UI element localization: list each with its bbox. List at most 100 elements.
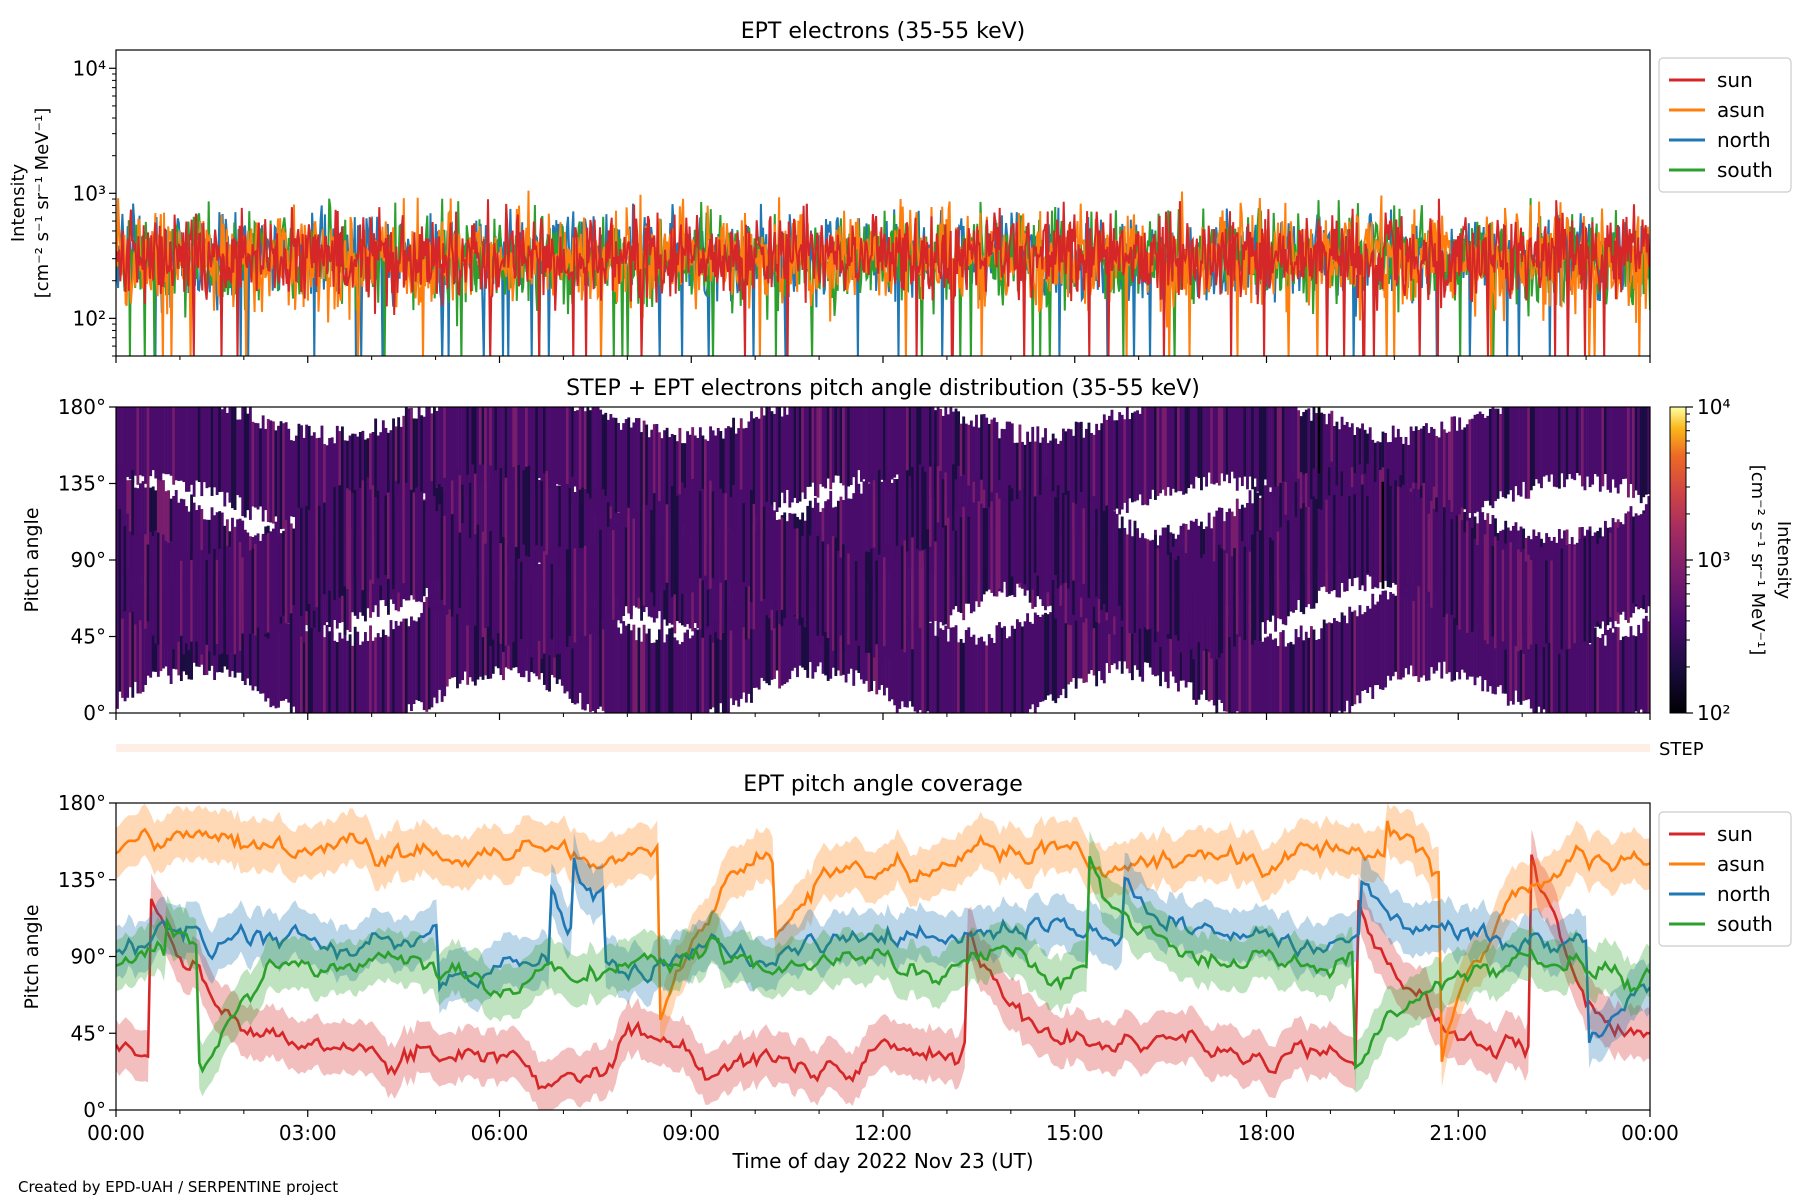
pad-cell xyxy=(752,503,756,591)
pad-cell xyxy=(1038,442,1042,525)
pad-cell xyxy=(1598,407,1602,492)
pad-cell xyxy=(578,489,582,582)
pad-cell xyxy=(394,426,398,509)
pad-cell xyxy=(744,427,748,513)
pad-cell xyxy=(433,601,436,698)
pad-cell xyxy=(1302,503,1306,615)
pad-cell xyxy=(581,407,585,504)
pad-cell xyxy=(1373,481,1377,588)
pad-cell xyxy=(248,594,252,686)
pad-cell xyxy=(522,407,526,472)
pad-cell xyxy=(1100,423,1104,519)
pad-cell xyxy=(192,502,196,601)
pad-cell xyxy=(1161,541,1165,644)
pad-cell xyxy=(1026,431,1030,534)
pad-cell xyxy=(1573,407,1577,481)
pad-cell xyxy=(1074,504,1078,582)
pad-cell xyxy=(558,485,562,569)
pad-cell xyxy=(913,554,917,630)
pad-cell xyxy=(1478,538,1482,631)
pad-cell xyxy=(839,407,843,484)
pad-cell xyxy=(865,407,868,486)
pad-cell xyxy=(507,547,511,646)
pad-cell xyxy=(916,407,920,482)
pad-cell xyxy=(637,519,641,598)
pad-cell xyxy=(1580,542,1584,640)
pad-cell xyxy=(453,407,457,495)
pad-cell xyxy=(1647,407,1650,495)
pad-cell xyxy=(903,407,907,483)
pad-cell xyxy=(1136,410,1139,501)
pad-cell xyxy=(1432,572,1436,674)
pad-cell xyxy=(750,411,753,525)
pad-cell xyxy=(302,621,306,713)
pad-cell xyxy=(1228,508,1232,607)
pad-cell xyxy=(1051,491,1055,581)
pad-cell xyxy=(1033,441,1037,526)
pad-cell xyxy=(1637,624,1641,713)
pad-cell xyxy=(678,427,682,539)
pad-cell xyxy=(542,551,546,654)
pad-cell xyxy=(310,506,314,605)
pad-cell xyxy=(952,464,955,576)
pad-colorbar-label-line2: [cm⁻² s⁻¹ sr⁻¹ MeV⁻¹] xyxy=(1747,465,1768,656)
pad-cell xyxy=(287,623,291,703)
pad-cell xyxy=(1008,491,1012,589)
pad-cell xyxy=(422,602,426,711)
coverage-legend-label-north: north xyxy=(1717,882,1771,906)
pad-cell xyxy=(1258,407,1262,496)
pad-cell xyxy=(123,466,127,579)
pad-cell xyxy=(1151,407,1155,490)
coverage-band-sun xyxy=(116,829,1650,1110)
pad-cell xyxy=(568,591,572,699)
pad-cell xyxy=(778,407,782,508)
pad-cell xyxy=(1013,499,1017,577)
pad-cell xyxy=(312,621,316,713)
pad-cell xyxy=(1212,612,1216,706)
pad-cell xyxy=(141,584,145,692)
pad-cell xyxy=(1289,407,1293,506)
pad-cell xyxy=(169,407,173,476)
pad-cell xyxy=(1468,580,1472,677)
pad-cell xyxy=(1169,407,1173,496)
pad-cell xyxy=(673,435,677,532)
pad-cell xyxy=(1481,545,1485,626)
pad-cell xyxy=(652,642,656,713)
pad-cell xyxy=(1240,541,1244,648)
pad-cell xyxy=(727,604,730,713)
pad-cell xyxy=(550,407,554,488)
pad-cell xyxy=(1302,640,1306,713)
pad-cell xyxy=(169,541,173,648)
pad-cell xyxy=(463,407,467,495)
pad-cell xyxy=(328,631,332,713)
pad-cell xyxy=(824,407,828,489)
pad-cell xyxy=(1463,427,1467,510)
intensity-legend-label-sun: sun xyxy=(1717,68,1753,92)
pad-cell xyxy=(888,479,891,567)
pad-cell xyxy=(1476,413,1480,512)
pad-cell xyxy=(530,464,534,575)
pad-cell xyxy=(696,438,700,528)
pad-cell xyxy=(282,423,286,529)
pad-cell xyxy=(875,479,879,575)
pad-cell xyxy=(394,480,398,594)
pad-cell xyxy=(857,407,861,471)
pad-cell xyxy=(1555,625,1559,713)
pad-cell xyxy=(374,637,378,713)
pad-cell xyxy=(944,407,948,509)
pad-cell xyxy=(839,496,843,588)
pad-cell xyxy=(1261,407,1265,493)
pad-cell xyxy=(231,407,234,509)
pad-cell xyxy=(1312,407,1316,514)
pad-cell xyxy=(1044,612,1047,700)
pad-cell xyxy=(144,534,147,629)
pad-cell xyxy=(867,407,871,483)
pad-cell xyxy=(604,412,608,512)
pad-cell xyxy=(1005,491,1009,590)
pad-cell xyxy=(806,537,810,623)
pad-cell xyxy=(941,415,945,492)
pad-cell xyxy=(647,628,651,713)
pad-cell xyxy=(116,512,119,616)
pad-cell xyxy=(1317,407,1321,519)
pad-cell xyxy=(1407,582,1410,675)
